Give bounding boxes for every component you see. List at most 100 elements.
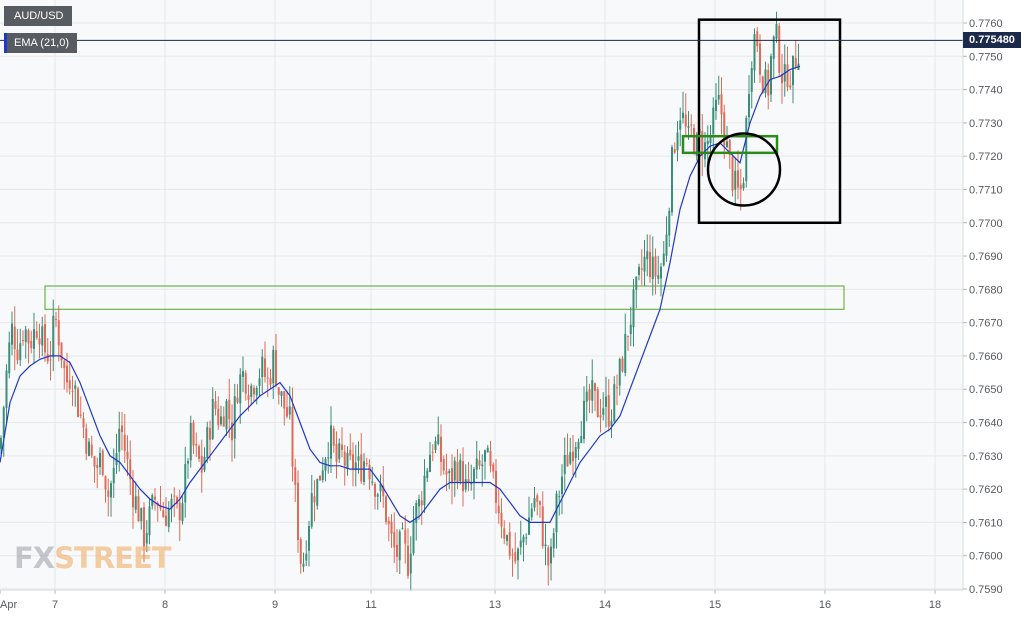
candle-body	[621, 358, 624, 372]
candle-body	[794, 57, 797, 69]
candle-body	[57, 320, 60, 346]
candle-body	[357, 456, 360, 461]
candle-body	[643, 256, 646, 272]
candle-body	[140, 508, 143, 522]
candle-body	[253, 387, 255, 395]
candle-body	[475, 458, 478, 470]
candle-body	[682, 112, 684, 119]
candle-body	[437, 434, 440, 444]
candle-body	[607, 395, 610, 427]
candle-body	[283, 391, 286, 409]
candle-body	[706, 140, 709, 145]
ema-indicator-label[interactable]: EMA (21,0)	[4, 33, 78, 53]
candle-body	[79, 414, 82, 416]
candle-body	[55, 318, 57, 320]
candle-body	[572, 451, 574, 462]
candle-body	[302, 563, 305, 567]
candle-body	[305, 553, 308, 561]
candle-body	[22, 339, 24, 341]
candle-body	[610, 420, 613, 427]
candle-body	[209, 428, 211, 440]
candle-body	[701, 131, 704, 156]
candle-body	[85, 428, 88, 454]
candle-body	[137, 496, 140, 522]
candle-body	[112, 468, 115, 484]
candle-body	[231, 422, 233, 441]
candle-body	[162, 510, 165, 518]
candle-body	[145, 533, 148, 544]
candle-body	[478, 460, 481, 466]
y-tick-label: 0.7700	[969, 218, 1003, 230]
y-tick-label: 0.7630	[969, 451, 1003, 463]
x-tick-label: 8	[162, 599, 168, 611]
candle-body	[756, 31, 759, 47]
candle-body	[30, 340, 33, 349]
candle-body	[500, 512, 503, 527]
symbol-marker	[4, 6, 7, 26]
candle-body	[286, 407, 288, 417]
candle-body	[261, 356, 264, 378]
candle-body	[225, 400, 228, 430]
candle-body	[599, 415, 602, 418]
candle-body	[239, 374, 242, 404]
candle-body	[66, 365, 68, 383]
candle-body	[753, 34, 756, 71]
candle-body	[423, 475, 426, 506]
logo-part-fx: FX	[14, 541, 55, 575]
candle-body	[591, 380, 594, 401]
candle-body	[189, 422, 192, 461]
candle-body	[464, 479, 467, 490]
candle-body	[330, 425, 332, 459]
candle-body	[360, 454, 363, 482]
candle-body	[588, 389, 591, 401]
candle-body	[514, 552, 517, 562]
candle-body	[654, 256, 657, 277]
candle-body	[338, 443, 341, 460]
symbol-text: AUD/USD	[14, 10, 64, 22]
candle-body	[132, 480, 134, 508]
candle-body	[431, 451, 434, 453]
y-tick-label: 0.7740	[969, 85, 1003, 97]
y-tick-label: 0.7590	[969, 584, 1003, 596]
candle-body	[563, 454, 566, 474]
candle-body	[739, 184, 742, 190]
candle-body	[792, 55, 794, 86]
candle-body	[233, 396, 236, 439]
x-tick-label: 14	[599, 599, 611, 611]
candle-body	[294, 467, 297, 485]
y-tick-label: 0.7710	[969, 184, 1003, 196]
candle-body	[264, 358, 266, 378]
candle-body	[236, 397, 239, 403]
candle-body	[638, 266, 640, 275]
candle-body	[316, 478, 319, 506]
candle-body	[679, 120, 682, 130]
candle-body	[649, 251, 651, 278]
candle-body	[585, 391, 588, 402]
symbol-label[interactable]: AUD/USD	[4, 6, 72, 26]
candle-body	[522, 536, 525, 543]
candle-body	[616, 387, 618, 389]
candle-body	[335, 443, 338, 462]
y-tick-label: 0.7690	[969, 251, 1003, 263]
candle-body	[415, 503, 418, 523]
candle-body	[624, 333, 627, 374]
candle-body	[596, 389, 599, 418]
candle-body	[88, 441, 90, 457]
candle-body	[11, 323, 13, 345]
candle-body	[720, 94, 723, 115]
candle-body	[420, 500, 423, 506]
candle-body	[742, 183, 745, 189]
candle-body	[371, 481, 374, 483]
candle-body	[442, 459, 445, 471]
x-tick-label: 7	[52, 599, 58, 611]
candle-body	[41, 326, 44, 346]
candle-body	[2, 407, 5, 438]
candle-body	[118, 428, 121, 452]
candle-body	[214, 401, 217, 409]
candle-body	[244, 372, 247, 394]
candle-body	[671, 147, 673, 213]
candle-body	[96, 464, 99, 468]
candle-body	[602, 408, 605, 415]
